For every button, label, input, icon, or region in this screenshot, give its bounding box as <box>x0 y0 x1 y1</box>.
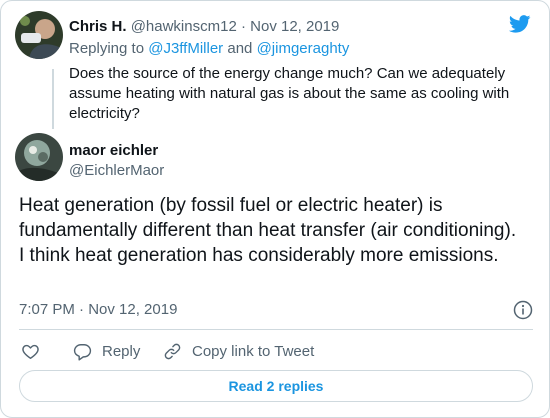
tweet-text: Heat generation (by fossil fuel or elect… <box>19 195 517 266</box>
author-avatar[interactable] <box>15 133 63 181</box>
tweet-meta: 7:07 PM · Nov 12, 2019 <box>19 300 533 320</box>
reply-bubble-icon <box>73 343 92 361</box>
header-separator: · <box>240 18 246 35</box>
like-button[interactable] <box>21 341 50 361</box>
author-handle[interactable]: @EichlerMaor <box>69 162 165 179</box>
replying-to-label: Replying to <box>69 40 145 57</box>
link-icon <box>164 343 181 359</box>
divider <box>19 329 533 330</box>
read-replies-button[interactable]: Read 2 replies <box>19 370 533 402</box>
replying-to-and: and <box>227 40 253 57</box>
tweet-timestamp[interactable]: 7:07 PM · Nov 12, 2019 <box>19 301 178 318</box>
twitter-bird-icon[interactable] <box>509 15 531 33</box>
parent-author-handle[interactable]: @hawkinscm12 <box>130 18 237 35</box>
reply-label: Reply <box>102 342 141 360</box>
thread-connector-line <box>52 69 54 129</box>
copy-link-button[interactable]: Copy link to Tweet <box>163 341 314 361</box>
author-names: maor eichler @EichlerMaor <box>69 141 164 180</box>
parent-date[interactable]: Nov 12, 2019 <box>250 18 340 35</box>
parent-tweet-body: Chris H. @hawkinscm12 · Nov 12, 2019 Rep… <box>69 17 529 124</box>
author-name[interactable]: maor eichler <box>69 142 159 159</box>
info-icon[interactable] <box>513 300 533 320</box>
reply-button[interactable]: Reply <box>73 341 140 361</box>
heart-icon <box>22 344 39 359</box>
parent-tweet-text: Does the source of the energy change muc… <box>69 65 510 122</box>
parent-header: Chris H. @hawkinscm12 · Nov 12, 2019 <box>69 17 529 36</box>
mention-link[interactable]: @J3ffMiller <box>148 40 224 57</box>
mention-link[interactable]: @jimgeraghty <box>256 40 350 57</box>
replying-to-line: Replying to @J3ffMiller and @jimgeraghty <box>69 39 529 58</box>
parent-avatar[interactable] <box>15 11 63 59</box>
parent-author-name[interactable]: Chris H. <box>69 18 127 35</box>
copy-link-label: Copy link to Tweet <box>192 342 315 360</box>
